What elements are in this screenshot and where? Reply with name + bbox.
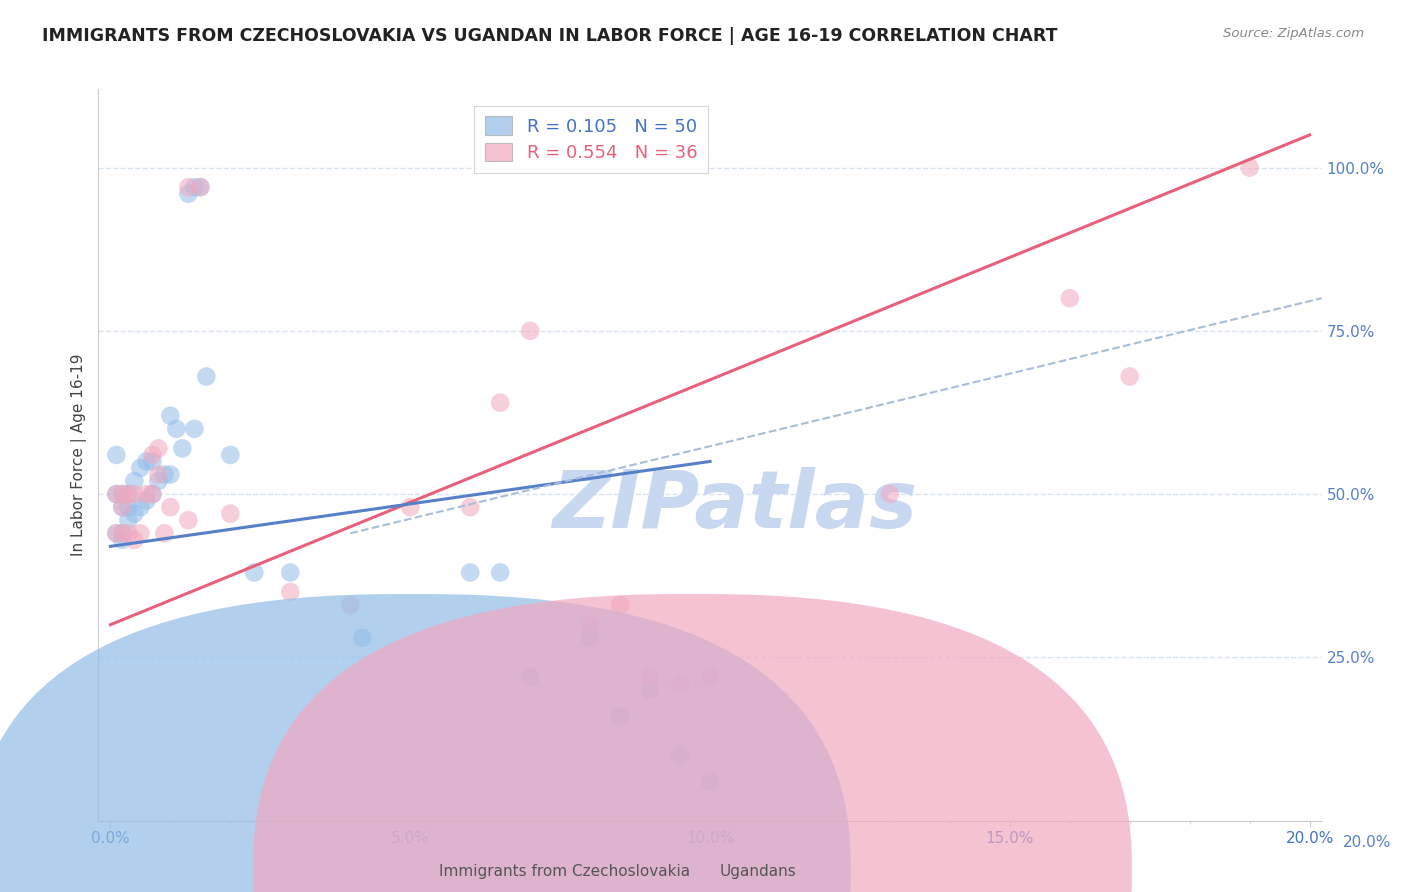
- Point: [188, 180, 211, 194]
- Point: [141, 487, 163, 501]
- Point: [165, 422, 187, 436]
- Point: [111, 526, 134, 541]
- Point: [141, 487, 163, 501]
- Point: [124, 487, 146, 501]
- Point: [105, 487, 128, 501]
- Point: [111, 487, 134, 501]
- Point: [183, 180, 205, 194]
- Point: [278, 585, 301, 599]
- Text: Immigrants from Czechoslovakia: Immigrants from Czechoslovakia: [439, 864, 690, 879]
- Point: [519, 324, 541, 338]
- Point: [124, 507, 146, 521]
- Point: [489, 395, 512, 409]
- Point: [879, 487, 901, 501]
- Point: [579, 631, 602, 645]
- Point: [105, 487, 128, 501]
- Point: [243, 566, 266, 580]
- Point: [1059, 291, 1081, 305]
- Point: [105, 526, 128, 541]
- Legend: R = 0.105   N = 50, R = 0.554   N = 36: R = 0.105 N = 50, R = 0.554 N = 36: [474, 105, 709, 173]
- Point: [105, 448, 128, 462]
- Point: [352, 631, 374, 645]
- Point: [1119, 369, 1142, 384]
- Point: [135, 454, 157, 468]
- Point: [1239, 161, 1261, 175]
- Point: [399, 500, 422, 515]
- Point: [135, 487, 157, 501]
- Point: [278, 566, 301, 580]
- Text: ZIPatlas: ZIPatlas: [553, 467, 917, 545]
- Y-axis label: In Labor Force | Age 16-19: In Labor Force | Age 16-19: [72, 353, 87, 557]
- Point: [172, 442, 194, 456]
- Point: [458, 500, 481, 515]
- Point: [111, 487, 134, 501]
- Point: [579, 617, 602, 632]
- Point: [153, 467, 176, 482]
- Point: [609, 598, 631, 612]
- Point: [124, 533, 146, 547]
- Point: [148, 474, 170, 488]
- Text: Ugandans: Ugandans: [720, 864, 797, 879]
- Point: [111, 500, 134, 515]
- Point: [148, 442, 170, 456]
- Point: [458, 566, 481, 580]
- Point: [195, 369, 218, 384]
- Point: [159, 500, 181, 515]
- Point: [699, 774, 721, 789]
- Text: Source: ZipAtlas.com: Source: ZipAtlas.com: [1223, 27, 1364, 40]
- Point: [183, 422, 205, 436]
- Point: [489, 566, 512, 580]
- Point: [669, 748, 692, 763]
- Point: [141, 448, 163, 462]
- Point: [135, 493, 157, 508]
- Point: [339, 598, 361, 612]
- Point: [148, 467, 170, 482]
- Point: [111, 500, 134, 515]
- Point: [159, 409, 181, 423]
- Point: [219, 448, 242, 462]
- Point: [111, 526, 134, 541]
- Point: [141, 454, 163, 468]
- Point: [117, 500, 139, 515]
- Point: [177, 180, 200, 194]
- Point: [669, 676, 692, 690]
- Point: [159, 467, 181, 482]
- Point: [129, 526, 152, 541]
- Point: [105, 526, 128, 541]
- Point: [117, 487, 139, 501]
- Point: [129, 500, 152, 515]
- Point: [117, 487, 139, 501]
- Point: [117, 513, 139, 527]
- Point: [219, 507, 242, 521]
- Point: [638, 683, 661, 698]
- Point: [117, 526, 139, 541]
- Point: [519, 670, 541, 684]
- Text: 20.0%: 20.0%: [1343, 836, 1391, 850]
- Text: IMMIGRANTS FROM CZECHOSLOVAKIA VS UGANDAN IN LABOR FORCE | AGE 16-19 CORRELATION: IMMIGRANTS FROM CZECHOSLOVAKIA VS UGANDA…: [42, 27, 1057, 45]
- Point: [609, 709, 631, 723]
- Point: [111, 533, 134, 547]
- Point: [153, 526, 176, 541]
- Point: [638, 670, 661, 684]
- Point: [699, 670, 721, 684]
- Point: [177, 186, 200, 201]
- Point: [188, 180, 211, 194]
- Point: [124, 474, 146, 488]
- Point: [129, 461, 152, 475]
- Point: [177, 513, 200, 527]
